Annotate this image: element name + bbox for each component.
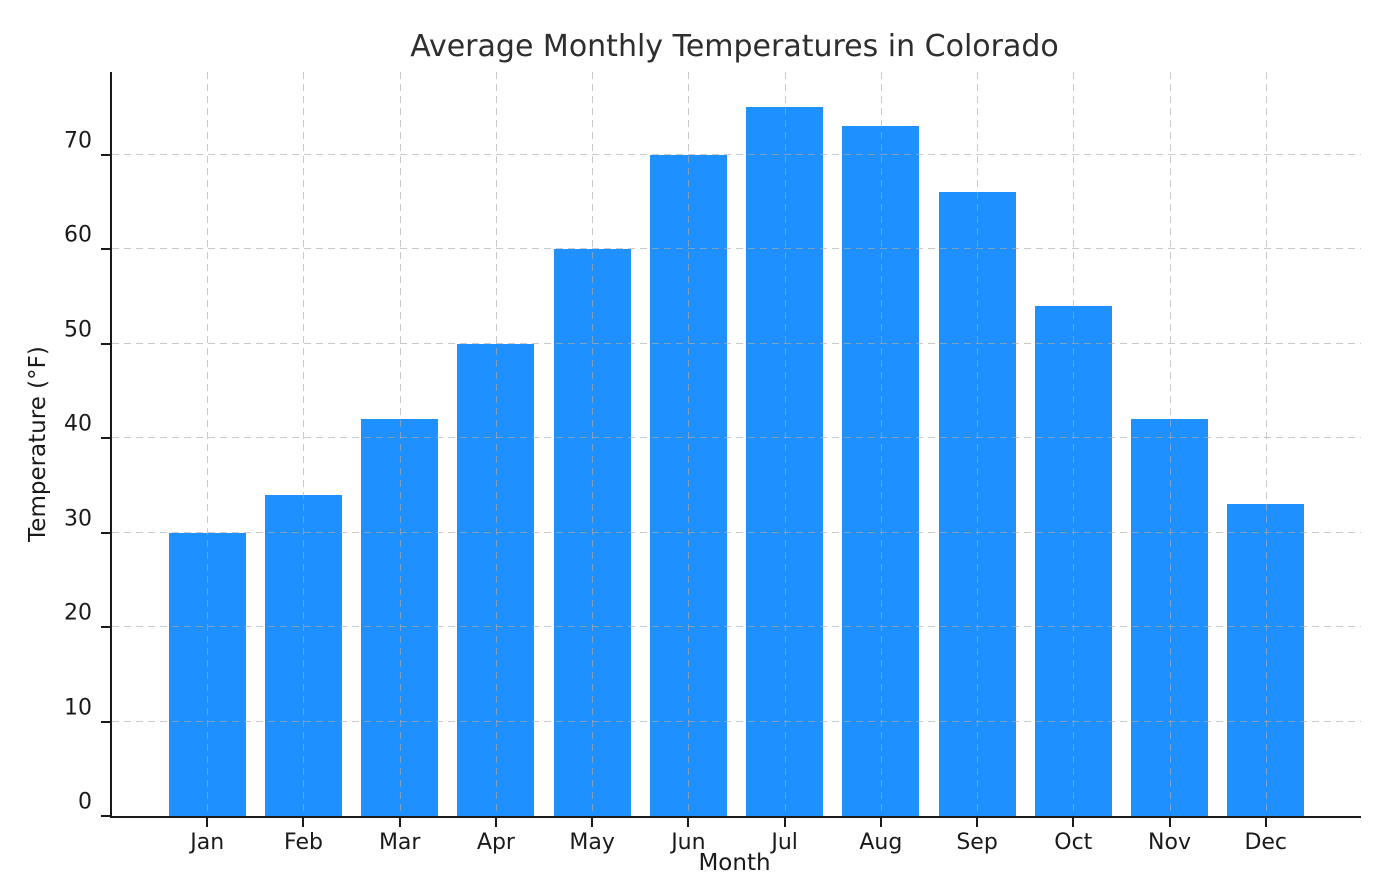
h-gridline <box>112 342 1361 344</box>
bar-feb <box>264 494 342 816</box>
y-tick-label: 20 <box>64 600 92 626</box>
x-tick-label: Sep <box>956 830 998 855</box>
y-tick-mark <box>101 248 110 251</box>
v-gridline <box>495 72 497 816</box>
y-tick-mark <box>101 531 110 534</box>
chart-title: Average Monthly Temperatures in Colorado <box>410 29 1059 64</box>
x-tick-mark <box>494 818 497 827</box>
x-tick-label: Jul <box>771 830 798 855</box>
y-tick-mark <box>101 153 110 156</box>
x-tick-label: Mar <box>378 830 421 855</box>
x-tick-label: Feb <box>284 830 323 855</box>
x-tick-label: Jan <box>190 830 225 855</box>
v-gridline <box>303 72 305 816</box>
x-tick-label: Dec <box>1244 830 1288 855</box>
x-tick-label: Aug <box>859 830 903 855</box>
v-gridline <box>977 72 979 816</box>
v-gridline <box>399 72 401 816</box>
x-axis-label: Month <box>698 850 771 876</box>
y-tick-mark <box>101 342 110 345</box>
h-gridline <box>112 248 1361 250</box>
x-tick-mark <box>976 818 979 827</box>
y-tick-mark <box>101 720 110 723</box>
v-gridline <box>592 72 594 816</box>
v-gridline <box>1073 72 1075 816</box>
y-tick-label: 70 <box>64 128 92 154</box>
x-tick-mark <box>1072 818 1075 827</box>
x-tick-label: Oct <box>1054 830 1093 855</box>
x-tick-mark <box>398 818 401 827</box>
y-axis-label: Temperature (°F) <box>25 346 51 542</box>
y-tick-label: 0 <box>78 789 92 815</box>
x-tick-mark <box>783 818 786 827</box>
y-tick-mark <box>101 815 110 817</box>
v-gridline <box>1169 72 1171 816</box>
v-gridline <box>207 72 209 816</box>
bar-apr <box>457 343 535 816</box>
x-tick-mark <box>206 818 209 827</box>
h-gridline <box>112 531 1361 533</box>
bar-jul <box>746 107 824 816</box>
y-tick-label: 50 <box>64 317 92 343</box>
plot-area: 0 10 20 30 40 50 60 70 Jan Feb Mar Apr May Jun Jul Aug S… <box>64 72 1361 855</box>
h-gridline <box>112 626 1361 628</box>
y-tick-label: 40 <box>64 411 92 437</box>
x-tick-mark <box>879 818 882 827</box>
v-gridline <box>784 72 786 816</box>
y-tick-label: 60 <box>64 222 92 248</box>
h-gridline <box>112 437 1361 439</box>
y-tick-label: 10 <box>64 695 92 721</box>
bar-dec <box>1227 504 1305 816</box>
y-tick-mark <box>101 626 110 629</box>
x-tick-mark <box>1264 818 1267 827</box>
h-gridline <box>112 153 1361 155</box>
h-gridline <box>112 720 1361 722</box>
v-gridline <box>1265 72 1267 816</box>
x-tick-label: May <box>569 830 615 855</box>
x-tick-mark <box>591 818 594 827</box>
v-gridline <box>688 72 690 816</box>
y-tick-label: 30 <box>64 506 92 532</box>
y-tick-mark <box>101 437 110 440</box>
x-tick-label: Jun <box>671 830 706 855</box>
x-tick-label: Nov <box>1148 830 1191 855</box>
v-gridline <box>880 72 882 816</box>
x-tick-mark <box>1168 818 1171 827</box>
x-tick-mark <box>687 818 690 827</box>
x-tick-label: Apr <box>476 830 515 855</box>
x-tick-mark <box>302 818 305 827</box>
